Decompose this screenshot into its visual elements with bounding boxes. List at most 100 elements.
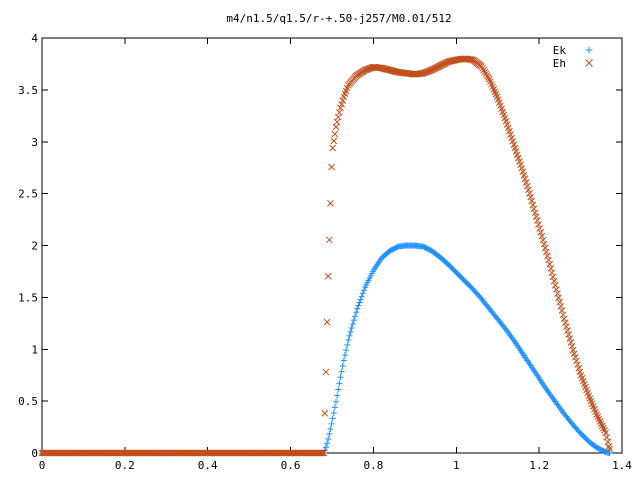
plot-border [41,37,623,454]
ek-point [360,287,367,294]
eh-point [338,100,345,108]
eh-point [337,104,344,112]
ek-point [347,328,354,335]
eh-point [574,361,581,368]
eh-point [568,342,576,350]
eh-point [604,438,612,446]
ek-point [327,425,334,432]
ek-point [349,321,356,328]
eh-point [526,190,533,197]
eh-point [519,168,527,175]
eh-point [529,201,537,209]
y-tick-label: 1.5 [18,291,38,304]
eh-point [528,197,536,205]
y-tick-label: 0 [31,447,38,460]
eh-point [572,353,579,361]
series-ek [39,242,613,456]
eh-point [327,200,334,207]
ek-point [333,398,340,405]
eh-point [521,175,529,183]
x-tick-label: 1 [453,459,460,472]
y-tick-label: 3 [31,136,38,149]
eh-point [606,445,613,453]
eh-point [544,252,551,260]
eh-point [560,315,568,323]
eh-point [540,240,548,248]
eh-point [522,179,530,186]
ek-point [340,357,347,364]
eh-point [325,236,333,244]
ek-point [355,302,362,309]
x-tick-label: 1.2 [529,459,549,472]
eh-point [537,228,545,236]
eh-point [575,364,583,372]
ek-point [344,342,351,349]
eh-point [323,318,331,326]
ek-point [358,293,365,300]
y-tick-label: 2.5 [18,188,38,201]
eh-point [570,350,578,358]
eh-point [317,449,324,457]
ek-point [330,409,337,416]
eh-point [561,319,569,327]
eh-point [318,449,325,457]
eh-point [564,327,571,334]
eh-point [558,307,566,314]
ek-point [348,324,355,331]
legend-marker-ek [585,46,593,54]
eh-point [525,186,532,194]
eh-point [534,217,541,224]
eh-point [555,294,562,302]
eh-point [605,443,613,450]
eh-point [563,323,570,331]
series-eh [38,55,613,457]
legend-label-eh: Eh [553,57,566,70]
y-tick-label: 4 [31,32,38,45]
x-tick-label: 0.4 [198,459,218,472]
eh-point [328,163,335,171]
eh-point [531,209,539,217]
ek-point [331,404,338,411]
eh-point [530,205,538,213]
eh-point [549,273,557,281]
ek-point [324,440,331,447]
eh-point [319,449,327,457]
ek-point [336,380,343,387]
x-tick-label: 0 [39,459,46,472]
x-tick-label: 1.4 [612,459,632,472]
x-tick-label: 0.8 [363,459,383,472]
series-layer [38,55,613,457]
chart-title: m4/n1.5/q1.5/r-+.50-j257/M0.01/512 [226,12,451,25]
ek-point [345,336,352,343]
y-tick-label: 1 [31,343,38,356]
eh-point [554,290,561,298]
eh-point [330,137,338,145]
ek-point [337,374,344,381]
eh-point [523,182,531,190]
ek-point [329,415,336,422]
eh-point [545,256,552,264]
ek-point [356,299,363,306]
eh-point [332,123,340,131]
eh-point [569,346,577,354]
eh-point [546,260,554,268]
eh-point [322,368,330,376]
ek-point [343,347,350,354]
ek-point [328,420,335,427]
eh-point [468,56,475,63]
x-tick-label: 0.6 [281,459,301,472]
ek-point [334,392,341,399]
eh-point [557,302,565,310]
ek-point [357,296,364,303]
eh-point [547,265,555,272]
eh-point [527,193,535,201]
y-axis: 0 0.5 1 1.5 2 2.5 3 3.5 4 [18,32,622,460]
eh-point [535,221,542,228]
ek-point [606,450,613,456]
legend-label-ek: Ek [553,44,567,57]
eh-point [321,409,329,417]
eh-point [565,331,573,338]
eh-point [539,236,547,244]
y-tick-label: 0.5 [18,395,38,408]
